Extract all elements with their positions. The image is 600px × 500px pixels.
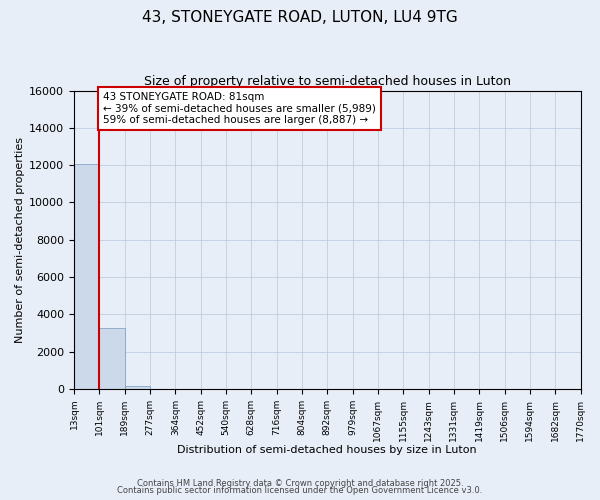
Text: Contains public sector information licensed under the Open Government Licence v3: Contains public sector information licen… <box>118 486 482 495</box>
Text: 43 STONEYGATE ROAD: 81sqm
← 39% of semi-detached houses are smaller (5,989)
59% : 43 STONEYGATE ROAD: 81sqm ← 39% of semi-… <box>103 92 376 125</box>
Title: Size of property relative to semi-detached houses in Luton: Size of property relative to semi-detach… <box>144 75 511 88</box>
Bar <box>100 328 125 389</box>
Bar <box>125 386 150 389</box>
Text: Contains HM Land Registry data © Crown copyright and database right 2025.: Contains HM Land Registry data © Crown c… <box>137 478 463 488</box>
Text: 43, STONEYGATE ROAD, LUTON, LU4 9TG: 43, STONEYGATE ROAD, LUTON, LU4 9TG <box>142 10 458 25</box>
X-axis label: Distribution of semi-detached houses by size in Luton: Distribution of semi-detached houses by … <box>178 445 477 455</box>
Y-axis label: Number of semi-detached properties: Number of semi-detached properties <box>15 137 25 343</box>
Bar <box>74 164 100 389</box>
